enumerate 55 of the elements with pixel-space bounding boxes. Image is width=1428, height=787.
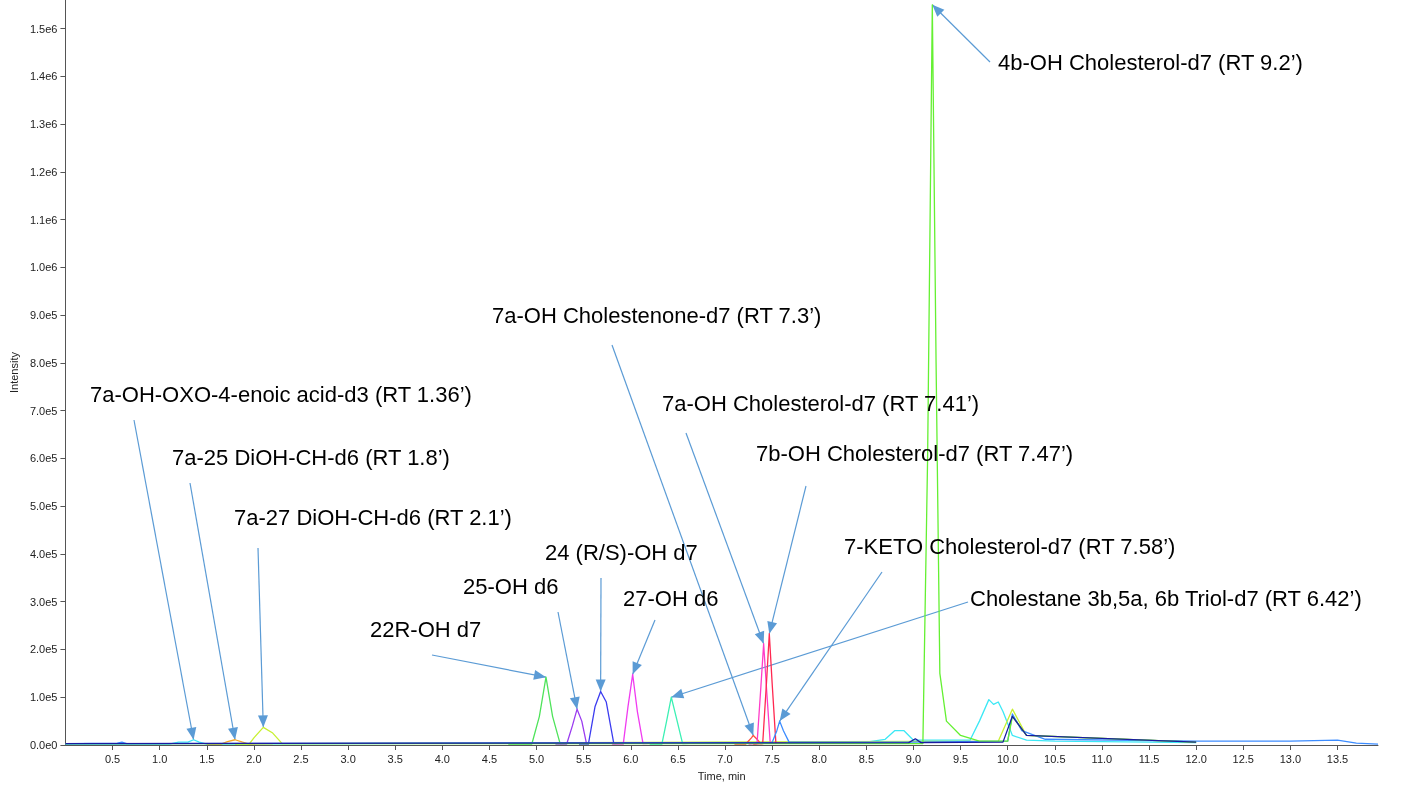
- x-tick-label: 2.5: [293, 752, 309, 765]
- x-tick-label: 12.5: [1232, 752, 1254, 765]
- x-tick-label: 1.5: [199, 752, 215, 765]
- x-tick-label: 6.0: [623, 752, 639, 765]
- annotation: Cholestane 3b,5a, 6b Triol-d7 (RT 6.42’): [970, 585, 1362, 611]
- x-tick-label: 5.0: [528, 752, 545, 765]
- annotation: 22R-OH d7: [370, 616, 482, 642]
- annotation: 25-OH d6: [463, 573, 559, 599]
- x-tick-label: 8.5: [858, 752, 874, 765]
- annotation: 4b-OH Cholesterol-d7 (RT 9.2’): [998, 49, 1303, 75]
- y-axis-title: Intensity: [7, 351, 20, 393]
- x-tick-label: 3.5: [387, 752, 403, 765]
- annotation: 7a-27 DiOH-CH-d6 (RT 2.1’): [234, 504, 512, 530]
- x-tick-label: 10.5: [1044, 752, 1066, 765]
- y-tick-label: 1.2e6: [29, 165, 58, 178]
- y-tick-label: 0.0e0: [29, 739, 58, 751]
- y-tick-label: 1.5e6: [29, 22, 58, 35]
- x-tick-label: 11.5: [1138, 752, 1160, 765]
- x-tick-label: 9.0: [905, 752, 922, 765]
- y-tick-label: 1.0e6: [29, 261, 58, 274]
- x-tick-label: 11.0: [1091, 752, 1113, 765]
- x-tick-label: 3.0: [340, 752, 356, 765]
- annotation: 7a-OH-OXO-4-enoic acid-d3 (RT 1.36’): [90, 381, 472, 407]
- x-tick-label: 10.0: [996, 752, 1019, 765]
- y-tick-label: 5.0e5: [29, 500, 58, 513]
- x-tick-label: 7.5: [764, 752, 780, 765]
- x-tick-label: 0.5: [104, 752, 121, 765]
- x-tick-label: 7.0: [717, 752, 733, 765]
- x-tick-label: 13.0: [1279, 752, 1302, 765]
- y-tick-label: 7.0e5: [29, 404, 58, 417]
- x-tick-label: 12.0: [1185, 752, 1207, 765]
- x-tick-label: 9.5: [952, 752, 969, 765]
- y-tick-label: 3.0e5: [29, 595, 58, 608]
- y-tick-label: 1.4e6: [29, 70, 58, 83]
- y-tick-label: 1.3e6: [29, 118, 58, 131]
- y-tick-label: 1.0e5: [29, 691, 58, 704]
- x-tick-label: 4.0: [434, 752, 450, 765]
- x-tick-label: 5.5: [576, 752, 592, 765]
- x-tick-label: 1.0: [152, 752, 168, 765]
- annotation: 7a-25 DiOH-CH-d6 (RT 1.8’): [172, 444, 450, 470]
- x-tick-label: 13.5: [1326, 752, 1349, 765]
- y-tick-label: 9.0e5: [29, 309, 58, 322]
- x-tick-label: 2.0: [246, 752, 262, 765]
- x-tick-label: 4.5: [481, 752, 498, 765]
- annotation: 24 (R/S)-OH d7: [545, 539, 698, 565]
- y-tick-label: 1.1e6: [29, 213, 58, 226]
- y-tick-label: 8.0e5: [29, 356, 58, 369]
- x-tick-label: 8.0: [811, 752, 827, 765]
- x-tick-label: 6.5: [670, 752, 686, 765]
- annotation: 7a-OH Cholestenone-d7 (RT 7.3’): [492, 302, 822, 328]
- annotation: 27-OH d6: [623, 585, 719, 611]
- y-tick-label: 2.0e5: [29, 643, 58, 656]
- y-tick-label: 4.0e5: [29, 547, 58, 560]
- y-tick-label: 6.0e5: [29, 452, 58, 465]
- x-axis-title: Time, min: [697, 769, 746, 782]
